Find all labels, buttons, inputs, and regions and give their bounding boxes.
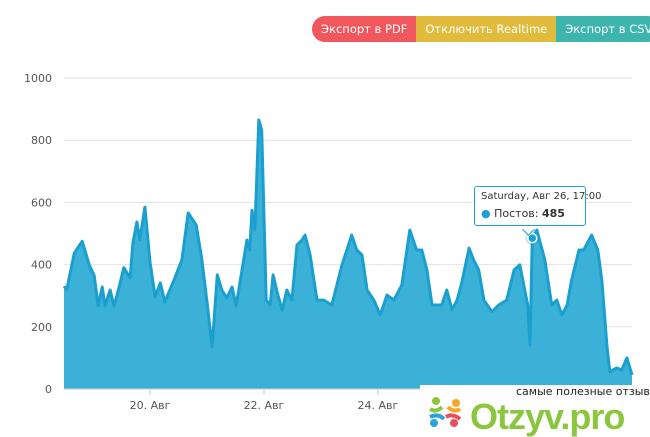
highlight-point bbox=[527, 232, 538, 244]
x-tick-label: 24. Авг bbox=[358, 399, 399, 412]
series-dot-icon: ● bbox=[481, 207, 491, 220]
y-tick-label: 200 bbox=[31, 321, 52, 334]
y-tick-label: 800 bbox=[31, 134, 52, 147]
x-tick-label: 20. Авг bbox=[130, 399, 171, 412]
watermark: самые полезные отзывы Otzyv.pro bbox=[420, 385, 650, 435]
series-area bbox=[64, 120, 632, 389]
series-line bbox=[62, 118, 634, 376]
y-tick-label: 600 bbox=[31, 196, 52, 209]
chart-tooltip: Saturday, Авг 26, 17:00 ● Постов: 485 bbox=[474, 186, 602, 226]
export-pdf-button[interactable]: Экспорт в PDF bbox=[312, 16, 417, 42]
y-tick-label: 0 bbox=[45, 383, 52, 396]
tooltip-series-label: Постов: bbox=[494, 207, 539, 220]
toolbar: Экспорт в PDF Отключить Realtime Экспорт… bbox=[312, 16, 650, 42]
tooltip-value: 485 bbox=[542, 207, 565, 220]
y-tick-label: 1000 bbox=[24, 72, 52, 85]
watermark-logo: Otzyv.pro bbox=[470, 396, 625, 437]
y-tick-label: 400 bbox=[31, 259, 52, 272]
otzyv-logo-icon bbox=[428, 397, 462, 427]
export-csv-button[interactable]: Экспорт в CSV bbox=[556, 16, 650, 42]
x-tick-label: 22. Авг bbox=[244, 399, 285, 412]
tooltip-date: Saturday, Авг 26, 17:00 bbox=[481, 191, 602, 202]
watermark-tagline: самые полезные отзывы bbox=[516, 385, 650, 398]
disable-realtime-button[interactable]: Отключить Realtime bbox=[416, 16, 557, 42]
